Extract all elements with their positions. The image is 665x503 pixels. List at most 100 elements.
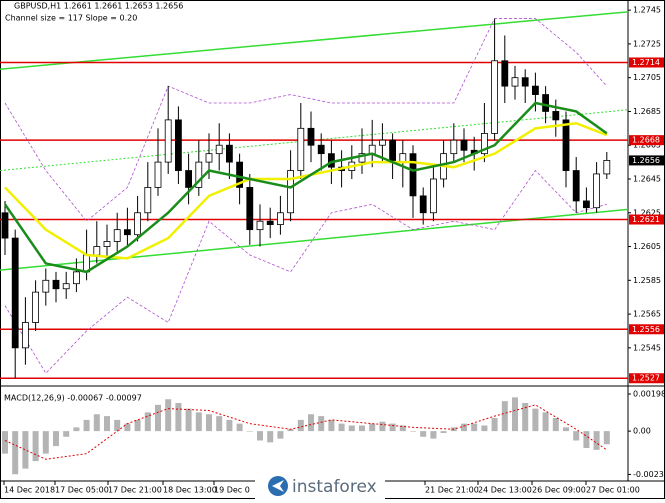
- y-tick-label: 1.2585: [633, 276, 661, 285]
- macd-bar: [144, 412, 151, 432]
- candle-body: [521, 77, 529, 87]
- macd-bar: [563, 427, 569, 432]
- macd-bar: [399, 425, 406, 432]
- level-label-bg: [629, 373, 664, 384]
- macd-bar: [42, 431, 49, 454]
- x-tick-label: 26 Dec 09:00: [532, 486, 586, 495]
- macd-tick-label: 0.00: [633, 427, 651, 436]
- candle-body: [134, 212, 142, 236]
- candle-body: [185, 170, 193, 188]
- macd-bar: [308, 414, 314, 432]
- band-lower: [4, 169, 607, 374]
- macd-bar: [532, 408, 539, 432]
- channel-middle: [0, 109, 629, 172]
- macd-bar: [236, 423, 243, 432]
- x-tick-label: 24 Dec 13:00: [478, 486, 532, 495]
- macd-bar: [104, 416, 110, 432]
- current-price-label: 1.2656: [632, 156, 660, 165]
- candle-body: [164, 119, 172, 163]
- candle-body: [603, 160, 611, 175]
- candle-body: [460, 139, 468, 151]
- y-tick-label: 1.2725: [633, 39, 661, 48]
- candle-body: [266, 220, 274, 225]
- candle-body: [1, 212, 9, 239]
- macd-bar: [287, 429, 294, 432]
- macd-bar: [603, 431, 610, 445]
- candle-body: [154, 161, 162, 188]
- macd-bar: [155, 404, 161, 432]
- level-label: 1.2621: [632, 215, 660, 224]
- y-tick-label: 1.2685: [633, 107, 661, 116]
- macd-bar: [328, 419, 335, 432]
- x-tick-label: 19 Dec 0: [214, 486, 250, 495]
- candle-body: [511, 77, 519, 87]
- macd-bar: [512, 397, 518, 432]
- macd-bar: [522, 403, 529, 432]
- macd-bar: [93, 414, 100, 432]
- x-tick-label: 14 Dec 2018: [4, 486, 55, 495]
- y-tick-label: 1.2625: [633, 208, 661, 217]
- candle-body: [11, 237, 19, 349]
- candle-body: [297, 127, 305, 171]
- symbol-line: GBPUSD,H1 1.2661 1.2661 1.2653 1.2656: [14, 2, 183, 11]
- macd-bar: [410, 431, 416, 432]
- macd-bar: [420, 431, 427, 437]
- candle-body: [32, 291, 39, 323]
- macd-bar: [501, 401, 508, 432]
- macd-bar: [83, 419, 90, 432]
- macd-bar: [226, 419, 233, 432]
- candle-body: [174, 119, 182, 171]
- candle-body: [215, 144, 223, 155]
- macd-bar: [389, 423, 396, 432]
- macd-bar: [12, 431, 19, 475]
- current-price-bg: [629, 155, 664, 166]
- candle-body: [236, 161, 244, 188]
- watermark: instaforex: [255, 472, 385, 499]
- macd-bar: [114, 419, 121, 432]
- channel-label: Channel size = 117 Slope = 0.20: [5, 14, 137, 23]
- candle-body: [419, 195, 427, 214]
- candle-body: [429, 178, 437, 214]
- candle-body: [205, 153, 213, 163]
- y-tick-label: 1.2605: [633, 242, 661, 251]
- candle-body: [256, 220, 264, 231]
- macd-bar: [73, 427, 80, 432]
- candle-body: [287, 170, 295, 214]
- macd-bar: [552, 418, 559, 432]
- macd-bar: [379, 421, 386, 432]
- macd-bar: [369, 423, 376, 432]
- candle-body: [113, 229, 121, 242]
- macd-bar: [134, 419, 141, 432]
- macd-bar: [593, 431, 600, 450]
- candle-body: [246, 187, 254, 231]
- candle-body: [124, 229, 131, 236]
- macd-bar: [63, 431, 70, 437]
- x-tick-label: 27 Dec 01:00: [586, 486, 640, 495]
- candle-body: [389, 139, 397, 163]
- candle-body: [583, 200, 590, 209]
- macd-bar: [318, 416, 325, 432]
- macd-bar: [246, 431, 253, 432]
- macd-bar: [195, 412, 202, 432]
- candle-body: [501, 60, 509, 87]
- macd-bar: [185, 408, 192, 432]
- macd-bar: [124, 423, 131, 432]
- x-tick-label: 21 Dec 21:00: [425, 486, 479, 495]
- macd-bar: [257, 431, 263, 441]
- macd-bar: [481, 425, 488, 432]
- candle-body: [307, 127, 315, 146]
- macd-bar: [2, 431, 8, 454]
- level-label: 1.2714: [632, 58, 660, 67]
- macd-bar: [491, 418, 498, 432]
- candle-body: [317, 144, 325, 155]
- watermark-text: instaforex: [292, 477, 377, 497]
- macd-bar: [175, 403, 182, 432]
- candle-body: [93, 246, 101, 256]
- x-tick-label: 17 Dec 05:00: [55, 486, 109, 495]
- candle-body: [62, 283, 70, 290]
- macd-bar: [22, 431, 29, 469]
- macd-bar: [277, 431, 284, 439]
- candle-body: [276, 212, 284, 225]
